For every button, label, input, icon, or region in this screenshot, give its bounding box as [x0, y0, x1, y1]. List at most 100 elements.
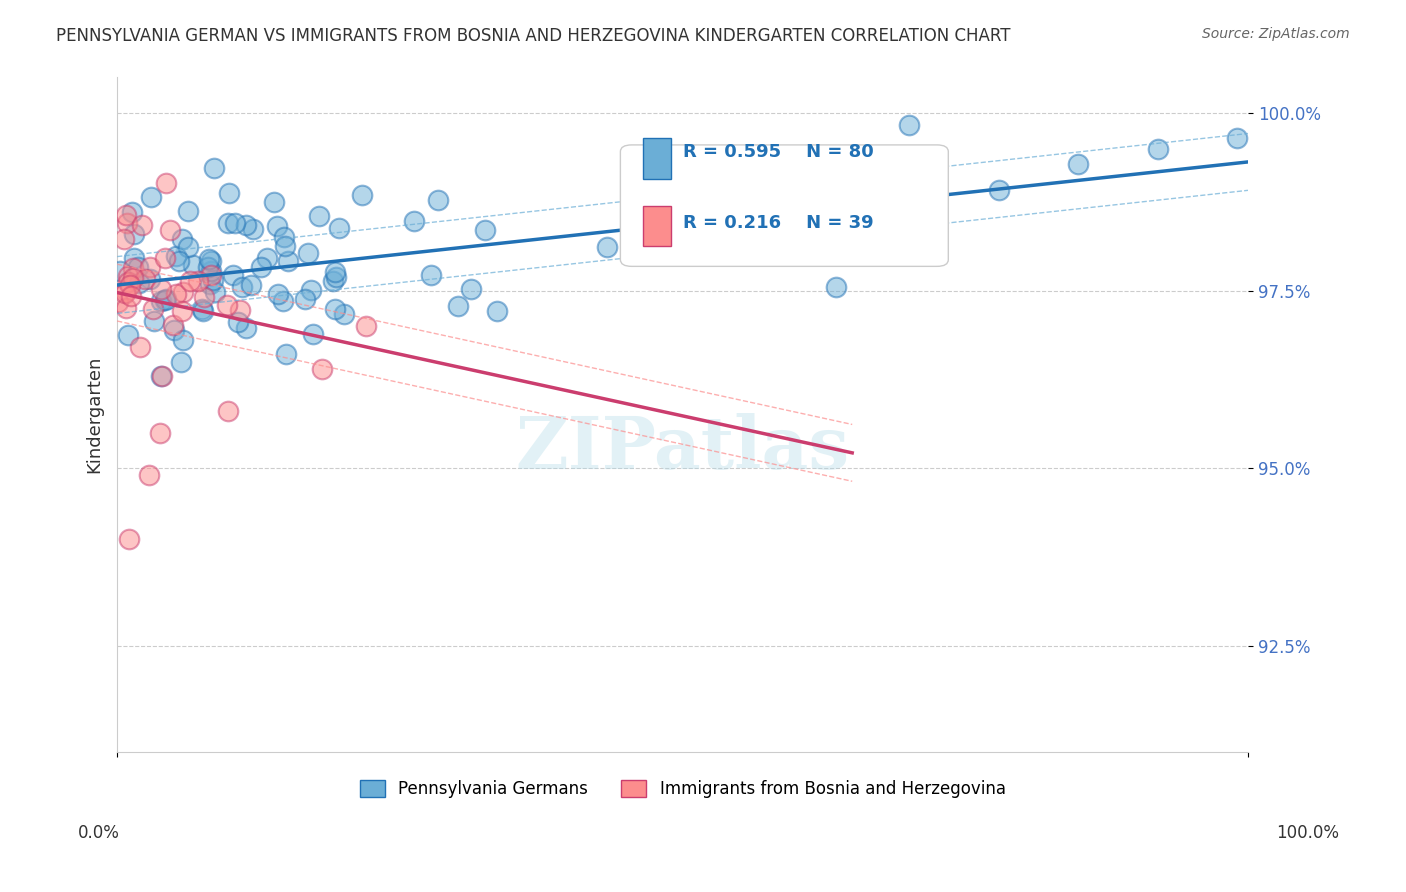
- Point: [131, 218, 153, 232]
- Point: [276, 346, 298, 360]
- Point: [141, 190, 163, 204]
- Text: ZIPatlas: ZIPatlas: [516, 413, 849, 484]
- Point: [250, 260, 273, 274]
- Point: [114, 285, 136, 300]
- Point: [202, 161, 225, 175]
- Point: [122, 260, 145, 275]
- Point: [117, 269, 139, 284]
- Point: [128, 276, 150, 290]
- Point: [1067, 156, 1090, 170]
- Point: [299, 283, 322, 297]
- Point: [170, 232, 193, 246]
- Point: [218, 186, 240, 200]
- Point: [1226, 130, 1249, 145]
- Point: [162, 318, 184, 332]
- Point: [118, 278, 141, 293]
- Point: [239, 278, 262, 293]
- Point: [187, 274, 209, 288]
- Point: [155, 292, 177, 306]
- Point: [197, 252, 219, 266]
- Point: [263, 195, 285, 210]
- Point: [155, 177, 177, 191]
- Point: [134, 271, 156, 285]
- Point: [201, 272, 224, 286]
- Point: [193, 304, 215, 318]
- Point: [229, 303, 252, 318]
- Point: [117, 328, 139, 343]
- Point: [333, 307, 356, 321]
- Bar: [643, 206, 671, 246]
- Point: [231, 279, 253, 293]
- Point: [427, 193, 450, 207]
- Text: PENNSYLVANIA GERMAN VS IMMIGRANTS FROM BOSNIA AND HERZEGOVINA KINDERGARTEN CORRE: PENNSYLVANIA GERMAN VS IMMIGRANTS FROM B…: [56, 27, 1011, 45]
- Point: [297, 245, 319, 260]
- Point: [325, 270, 347, 285]
- Point: [165, 249, 187, 263]
- Point: [149, 425, 172, 440]
- Point: [117, 216, 139, 230]
- Point: [350, 188, 373, 202]
- Text: 0.0%: 0.0%: [77, 824, 120, 842]
- Point: [128, 340, 150, 354]
- Point: [152, 368, 174, 383]
- Point: [159, 223, 181, 237]
- Point: [595, 240, 617, 254]
- Point: [117, 275, 139, 289]
- Point: [118, 532, 141, 546]
- Point: [221, 268, 243, 282]
- Point: [127, 260, 149, 274]
- Point: [204, 285, 226, 299]
- Point: [170, 355, 193, 369]
- Point: [328, 221, 350, 235]
- Point: [217, 404, 239, 418]
- Point: [228, 315, 250, 329]
- Point: [115, 208, 138, 222]
- Point: [122, 251, 145, 265]
- Point: [150, 282, 173, 296]
- Point: [165, 287, 187, 301]
- Point: [308, 209, 330, 223]
- Point: [825, 279, 848, 293]
- Point: [197, 260, 219, 275]
- Point: [108, 263, 131, 277]
- Point: [474, 223, 496, 237]
- Point: [170, 304, 193, 318]
- Point: [122, 271, 145, 285]
- Point: [294, 292, 316, 306]
- Bar: [643, 138, 671, 178]
- Point: [311, 361, 333, 376]
- Point: [419, 268, 441, 282]
- Point: [120, 289, 142, 303]
- Point: [235, 219, 257, 233]
- Point: [224, 216, 246, 230]
- Point: [115, 301, 138, 315]
- Point: [485, 304, 508, 318]
- Point: [200, 268, 222, 282]
- Point: [177, 203, 200, 218]
- Point: [138, 468, 160, 483]
- Point: [267, 286, 290, 301]
- Point: [200, 264, 222, 278]
- Point: [302, 327, 325, 342]
- Point: [153, 293, 176, 307]
- Point: [153, 252, 176, 266]
- Point: [150, 294, 173, 309]
- Point: [897, 118, 920, 132]
- Point: [142, 314, 165, 328]
- Text: Source: ZipAtlas.com: Source: ZipAtlas.com: [1202, 27, 1350, 41]
- Text: R = 0.216    N = 39: R = 0.216 N = 39: [682, 213, 873, 232]
- Point: [179, 274, 201, 288]
- Point: [266, 219, 288, 234]
- Point: [115, 284, 138, 298]
- Point: [322, 274, 344, 288]
- Point: [323, 265, 346, 279]
- Point: [273, 230, 295, 244]
- Point: [217, 298, 239, 312]
- Point: [107, 294, 129, 309]
- Point: [1146, 142, 1168, 156]
- Point: [138, 260, 160, 274]
- Point: [217, 216, 239, 230]
- Point: [167, 254, 190, 268]
- Text: R = 0.595    N = 80: R = 0.595 N = 80: [682, 143, 873, 161]
- Point: [112, 232, 135, 246]
